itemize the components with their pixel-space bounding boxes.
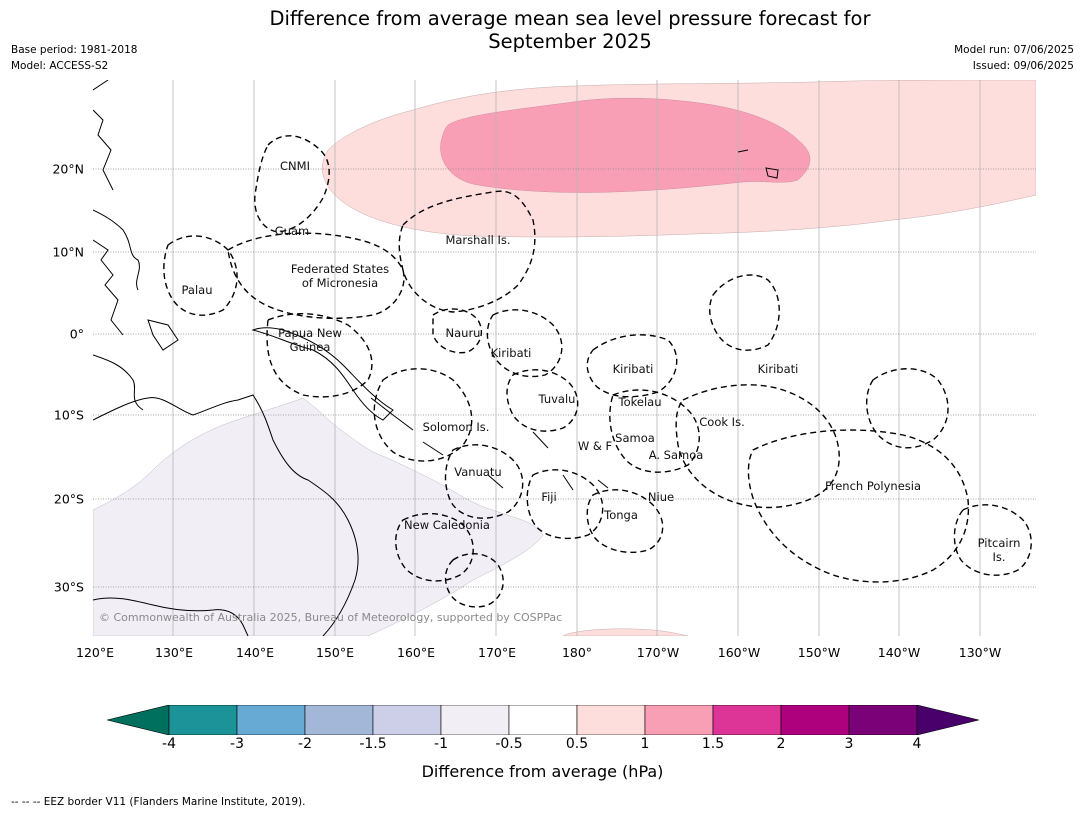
label-vanuatu: Vanuatu [454, 465, 502, 479]
colorbar-segment [372, 704, 442, 736]
colorbar-segment [236, 704, 306, 736]
colorbar [106, 704, 980, 736]
x-tick: 170°W [636, 645, 680, 660]
label-guam: Guam [274, 224, 310, 238]
label-tokelau: Tokelau [618, 395, 662, 409]
eez-footnote: -- -- -- EEZ border V11 (Flanders Marine… [11, 796, 306, 808]
colorbar-tick: 0.5 [565, 736, 589, 752]
label-cnmi: CNMI [280, 159, 310, 173]
colorbar-tick: 4 [912, 736, 922, 752]
anomaly-region-above-1 [440, 97, 811, 193]
label-niue: Niue [647, 490, 675, 504]
colorbar-tick: 1 [640, 736, 650, 752]
label-american-samoa: A. Samoa [648, 448, 704, 462]
colorbar-tick: -1.5 [359, 736, 387, 752]
colorbar-segment [712, 704, 782, 736]
colorbar-extend-high [916, 704, 980, 736]
label-nauru: Nauru [445, 326, 481, 340]
x-tick: 140°W [877, 645, 921, 660]
colorbar-extend-low [106, 704, 170, 736]
colorbar-tick: -3 [230, 736, 244, 752]
title-line-2: September 2025 [488, 30, 652, 53]
label-kiribati-west: Kiribati [490, 346, 532, 360]
label-wallis-futuna: W & F [577, 439, 613, 453]
x-tick: 160°W [717, 645, 761, 660]
map-svg [93, 80, 1036, 636]
x-tick: 150°W [797, 645, 841, 660]
x-tick: 160°E [396, 645, 436, 660]
anomaly-region-above-0-5-south [562, 628, 689, 636]
x-tick: 180° [561, 645, 593, 660]
y-tick: 20°N [52, 161, 84, 177]
label-pitcairn-islands: Pitcairn Is. [977, 536, 1021, 564]
title-line-1: Difference from average mean sea level p… [269, 7, 871, 30]
map-panel: CNMI Guam Marshall Is. Federated States … [93, 80, 1036, 636]
label-papua-new-guinea: Papua New Guinea [278, 326, 342, 354]
colorbar-tick: -2 [298, 736, 312, 752]
colorbar-tick: 1.5 [701, 736, 725, 752]
label-new-caledonia: New Caledonia [404, 518, 490, 532]
coastlines [93, 80, 779, 636]
colorbar-tick: -0.5 [495, 736, 523, 752]
meta-left: Base period: 1981-2018 Model: ACCESS-S2 [11, 42, 137, 74]
x-tick: 130°E [154, 645, 194, 660]
x-tick: 140°E [235, 645, 275, 660]
colorbar-tick: -1 [434, 736, 448, 752]
colorbar-tick: 3 [844, 736, 854, 752]
anomaly-region-below-minus-0-5 [93, 397, 544, 636]
label-tonga: Tonga [604, 508, 638, 522]
label-tuvalu: Tuvalu [538, 392, 576, 406]
label-kiribati-central: Kiribati [612, 362, 654, 376]
colorbar-segment [168, 704, 238, 736]
colorbar-tick: 2 [776, 736, 786, 752]
colorbar-segment [508, 704, 578, 736]
base-period: Base period: 1981-2018 [11, 44, 138, 56]
colorbar-label: Difference from average (hPa) [421, 762, 664, 781]
map-latitude-lines [93, 168, 1036, 588]
x-tick: 170°E [477, 645, 517, 660]
label-kiribati-east: Kiribati [757, 362, 799, 376]
label-samoa: Samoa [615, 431, 655, 445]
label-palau: Palau [181, 283, 213, 297]
label-french-polynesia: French Polynesia [824, 479, 922, 493]
eez-borders [163, 135, 1032, 608]
y-tick: 10°N [52, 244, 84, 260]
model-name: Model: ACCESS-S2 [11, 60, 109, 72]
y-tick: 0° [69, 326, 84, 342]
colorbar-svg [106, 704, 980, 736]
copyright-credit: © Commonwealth of Australia 2025, Bureau… [99, 611, 563, 624]
meta-right: Model run: 07/06/2025 Issued: 09/06/2025 [954, 42, 1074, 74]
colorbar-segment [440, 704, 510, 736]
label-solomon-islands: Solomon Is. [422, 420, 490, 434]
y-tick: 10°S [53, 407, 84, 423]
issued-date: Issued: 09/06/2025 [972, 60, 1074, 72]
label-marshall-islands: Marshall Is. [445, 233, 511, 247]
y-tick: 20°S [53, 491, 84, 507]
colorbar-segment [780, 704, 850, 736]
chart-title: Difference from average mean sea level p… [0, 7, 1085, 53]
colorbar-segment [576, 704, 646, 736]
label-federated-states-micronesia: Federated States of Micronesia [290, 262, 390, 290]
y-tick: 30°S [53, 579, 84, 595]
label-fiji: Fiji [541, 490, 557, 504]
colorbar-tick: -4 [162, 736, 176, 752]
colorbar-segment [304, 704, 374, 736]
model-run: Model run: 07/06/2025 [954, 44, 1074, 56]
x-tick: 150°E [315, 645, 355, 660]
colorbar-segment [644, 704, 714, 736]
x-tick: 130°W [958, 645, 1002, 660]
x-tick: 120°E [75, 645, 115, 660]
label-cook-islands: Cook Is. [699, 415, 745, 429]
colorbar-segment [848, 704, 918, 736]
